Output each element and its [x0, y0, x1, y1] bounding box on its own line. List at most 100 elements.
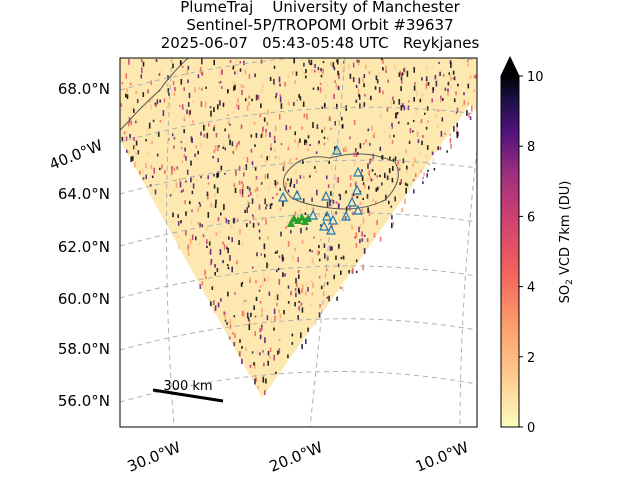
so2-pixel — [220, 86, 223, 89]
so2-pixel — [388, 168, 391, 174]
so2-pixel — [216, 172, 218, 178]
so2-pixel — [237, 104, 240, 110]
so2-pixel — [254, 189, 257, 193]
so2-pixel — [317, 141, 320, 147]
so2-pixel — [233, 183, 236, 188]
so2-pixel — [173, 188, 175, 191]
so2-pixel — [180, 147, 183, 150]
so2-pixel — [267, 275, 269, 281]
so2-pixel — [303, 175, 305, 179]
so2-pixel — [184, 147, 186, 152]
so2-pixel — [239, 229, 241, 235]
so2-pixel — [300, 302, 303, 306]
so2-pixel — [352, 178, 354, 181]
so2-pixel — [204, 101, 207, 108]
lat-tick-labels: 56.0°N 58.0°N 60.0°N 62.0°N 64.0°N 68.0°… — [58, 80, 110, 410]
so2-pixel — [307, 148, 309, 152]
so2-pixel — [391, 122, 393, 129]
so2-pixel — [359, 143, 362, 149]
station-marker — [319, 220, 329, 231]
so2-pixel — [304, 212, 307, 215]
so2-pixel — [243, 60, 245, 66]
so2-pixel — [361, 208, 364, 212]
so2-pixel — [258, 289, 261, 292]
so2-pixel — [137, 150, 140, 155]
so2-pixel — [403, 68, 405, 72]
so2-pixel — [444, 87, 447, 91]
so2-pixel — [374, 173, 376, 176]
so2-pixel — [276, 294, 279, 301]
so2-pixel — [389, 156, 391, 160]
so2-pixel — [290, 291, 292, 296]
so2-pixel — [219, 100, 221, 106]
so2-pixel — [155, 59, 158, 62]
so2-pixel — [221, 69, 223, 75]
so2-pixel — [290, 178, 292, 184]
so2-pixel — [246, 157, 249, 163]
so2-pixel — [263, 278, 266, 282]
so2-pixel — [213, 149, 216, 153]
so2-pixel — [166, 105, 168, 109]
so2-pixel — [148, 122, 151, 129]
so2-pixel — [453, 98, 456, 103]
so2-pixel — [174, 86, 176, 92]
so2-pixel — [333, 276, 335, 280]
so2-pixel — [224, 217, 226, 220]
so2-pixel — [213, 59, 215, 66]
so2-pixel — [362, 78, 364, 83]
so2-pixel — [274, 184, 277, 188]
so2-pixel — [179, 181, 182, 188]
so2-pixel — [340, 270, 342, 275]
so2-pixel — [227, 248, 229, 254]
so2-pixel — [187, 244, 190, 249]
so2-pixel — [435, 80, 438, 87]
so2-pixel — [260, 182, 263, 185]
so2-pixel — [295, 169, 297, 175]
so2-pixel — [439, 146, 442, 150]
so2-pixel — [210, 110, 212, 117]
so2-pixel — [242, 85, 245, 89]
so2-pixel — [270, 143, 272, 150]
so2-pixel — [129, 82, 132, 86]
so2-pixel — [251, 266, 254, 269]
so2-pixel — [399, 70, 402, 76]
so2-pixel — [323, 142, 326, 146]
so2-pixel — [284, 273, 286, 277]
so2-pixel — [345, 190, 347, 194]
so2-pixel — [259, 285, 262, 289]
so2-pixel — [393, 100, 395, 105]
so2-pixel — [188, 92, 191, 99]
so2-pixel — [203, 124, 205, 131]
so2-pixel — [376, 186, 379, 191]
so2-pixel — [263, 117, 266, 122]
so2-pixel — [306, 282, 309, 286]
so2-pixel — [369, 176, 371, 181]
so2-pixel — [249, 364, 252, 368]
so2-pixel — [197, 150, 199, 155]
so2-pixel — [408, 100, 410, 103]
so2-pixel — [331, 199, 333, 202]
so2-pixel — [287, 301, 290, 304]
so2-pixel — [452, 70, 455, 75]
so2-pixel — [297, 315, 299, 321]
colorbar-ticks: 0 2 4 6 8 10 — [519, 70, 544, 436]
so2-pixel — [266, 262, 268, 269]
so2-pixel — [238, 231, 240, 234]
station-marker — [347, 196, 357, 207]
so2-pixel — [189, 200, 191, 205]
so2-pixel — [195, 179, 198, 182]
so2-pixel — [262, 126, 264, 132]
so2-pixel — [385, 194, 387, 201]
so2-pixel — [213, 307, 215, 314]
so2-pixel — [330, 62, 332, 66]
so2-pixel — [121, 136, 124, 142]
so2-pixel — [302, 101, 305, 107]
so2-pixel — [299, 207, 301, 214]
so2-pixel — [236, 218, 239, 221]
so2-pixel — [229, 123, 231, 126]
so2-pixel — [333, 93, 335, 100]
so2-pixel — [173, 167, 176, 171]
so2-pixel — [287, 146, 290, 151]
so2-pixel — [388, 200, 390, 205]
